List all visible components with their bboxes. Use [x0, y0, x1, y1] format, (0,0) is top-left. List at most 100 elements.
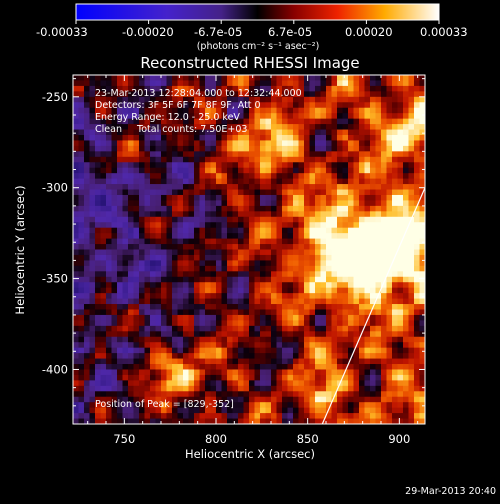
- heatmap-cell: [89, 244, 96, 251]
- heatmap-cell: [205, 353, 212, 360]
- heatmap-cell: [392, 325, 399, 332]
- heatmap-cell: [249, 85, 256, 92]
- heatmap-cell: [161, 244, 168, 251]
- heatmap-cell: [238, 80, 245, 87]
- heatmap-cell: [375, 331, 382, 338]
- heatmap-cell: [227, 293, 234, 300]
- heatmap-cell: [392, 413, 399, 420]
- heatmap-cell: [309, 244, 316, 251]
- heatmap-cell: [326, 271, 333, 278]
- heatmap-cell: [210, 254, 217, 261]
- heatmap-cell: [331, 385, 338, 392]
- heatmap-cell: [260, 162, 267, 169]
- heatmap-cell: [397, 85, 404, 92]
- heatmap-cell: [287, 85, 294, 92]
- heatmap-cell: [227, 249, 234, 256]
- heatmap-cell: [309, 167, 316, 174]
- heatmap-cell: [370, 91, 377, 98]
- heatmap-cell: [177, 140, 184, 147]
- heatmap-cell: [243, 402, 250, 409]
- heatmap-cell: [386, 391, 393, 398]
- heatmap-cell: [375, 342, 382, 349]
- heatmap-cell: [359, 287, 366, 294]
- heatmap-cell: [408, 413, 415, 420]
- heatmap-cell: [381, 254, 388, 261]
- heatmap-cell: [166, 129, 173, 136]
- heatmap-cell: [194, 320, 201, 327]
- heatmap-cell: [238, 407, 245, 414]
- heatmap-cell: [293, 140, 300, 147]
- heatmap-cell: [337, 309, 344, 316]
- heatmap-cell: [337, 265, 344, 272]
- heatmap-cell: [276, 162, 283, 169]
- heatmap-cell: [95, 282, 102, 289]
- heatmap-cell: [304, 254, 311, 261]
- heatmap-cell: [238, 124, 245, 131]
- heatmap-cell: [117, 254, 124, 261]
- heatmap-cell: [194, 407, 201, 414]
- heatmap-cell: [111, 102, 118, 109]
- heatmap-cell: [254, 211, 261, 218]
- heatmap-cell: [326, 276, 333, 283]
- heatmap-cell: [375, 347, 382, 354]
- heatmap-cell: [348, 374, 355, 381]
- heatmap-cell: [117, 265, 124, 272]
- heatmap-cell: [326, 145, 333, 152]
- heatmap-cell: [73, 96, 80, 103]
- heatmap-cell: [254, 102, 261, 109]
- heatmap-cell: [265, 331, 272, 338]
- heatmap-cell: [331, 282, 338, 289]
- heatmap-cell: [95, 107, 102, 114]
- heatmap-cell: [386, 167, 393, 174]
- heatmap-cell: [73, 309, 80, 316]
- heatmap-cell: [320, 385, 327, 392]
- heatmap-cell: [419, 244, 425, 251]
- heatmap-cell: [375, 309, 382, 316]
- heatmap-cell: [348, 184, 355, 191]
- heatmap-cell: [139, 178, 146, 185]
- heatmap-cell: [205, 314, 212, 321]
- heatmap-cell: [348, 314, 355, 321]
- heatmap-cell: [155, 287, 162, 294]
- heatmap-cell: [304, 151, 311, 158]
- heatmap-cell: [106, 244, 113, 251]
- heatmap-cell: [133, 391, 140, 398]
- heatmap-cell: [293, 91, 300, 98]
- heatmap-cell: [84, 260, 91, 267]
- heatmap-cell: [227, 189, 234, 196]
- heatmap-cell: [309, 391, 316, 398]
- heatmap-cell: [238, 173, 245, 180]
- heatmap-cell: [139, 222, 146, 229]
- heatmap-cell: [331, 211, 338, 218]
- heatmap-cell: [408, 358, 415, 365]
- heatmap-cell: [254, 314, 261, 321]
- heatmap-cell: [210, 336, 217, 343]
- heatmap-cell: [188, 249, 195, 256]
- heatmap-cell: [260, 413, 267, 420]
- heatmap-cell: [78, 124, 85, 131]
- heatmap-cell: [188, 151, 195, 158]
- heatmap-cell: [194, 249, 201, 256]
- heatmap-cell: [188, 244, 195, 251]
- heatmap-cell: [210, 347, 217, 354]
- heatmap-cell: [122, 118, 129, 125]
- heatmap-cell: [326, 91, 333, 98]
- heatmap-cell: [320, 331, 327, 338]
- heatmap-cell: [183, 320, 190, 327]
- heatmap-cell: [287, 282, 294, 289]
- heatmap-cell: [315, 402, 322, 409]
- heatmap-cell: [370, 309, 377, 316]
- heatmap-cell: [100, 380, 107, 387]
- heatmap-cell: [265, 298, 272, 305]
- heatmap-cell: [304, 85, 311, 92]
- heatmap-cell: [276, 364, 283, 371]
- heatmap-cell: [78, 396, 85, 403]
- heatmap-cell: [117, 233, 124, 240]
- heatmap-cell: [260, 254, 267, 261]
- heatmap-cell: [227, 102, 234, 109]
- heatmap-cell: [375, 211, 382, 218]
- heatmap-cell: [348, 145, 355, 152]
- heatmap-cell: [227, 227, 234, 234]
- heatmap-cell: [370, 134, 377, 142]
- heatmap-cell: [364, 374, 371, 381]
